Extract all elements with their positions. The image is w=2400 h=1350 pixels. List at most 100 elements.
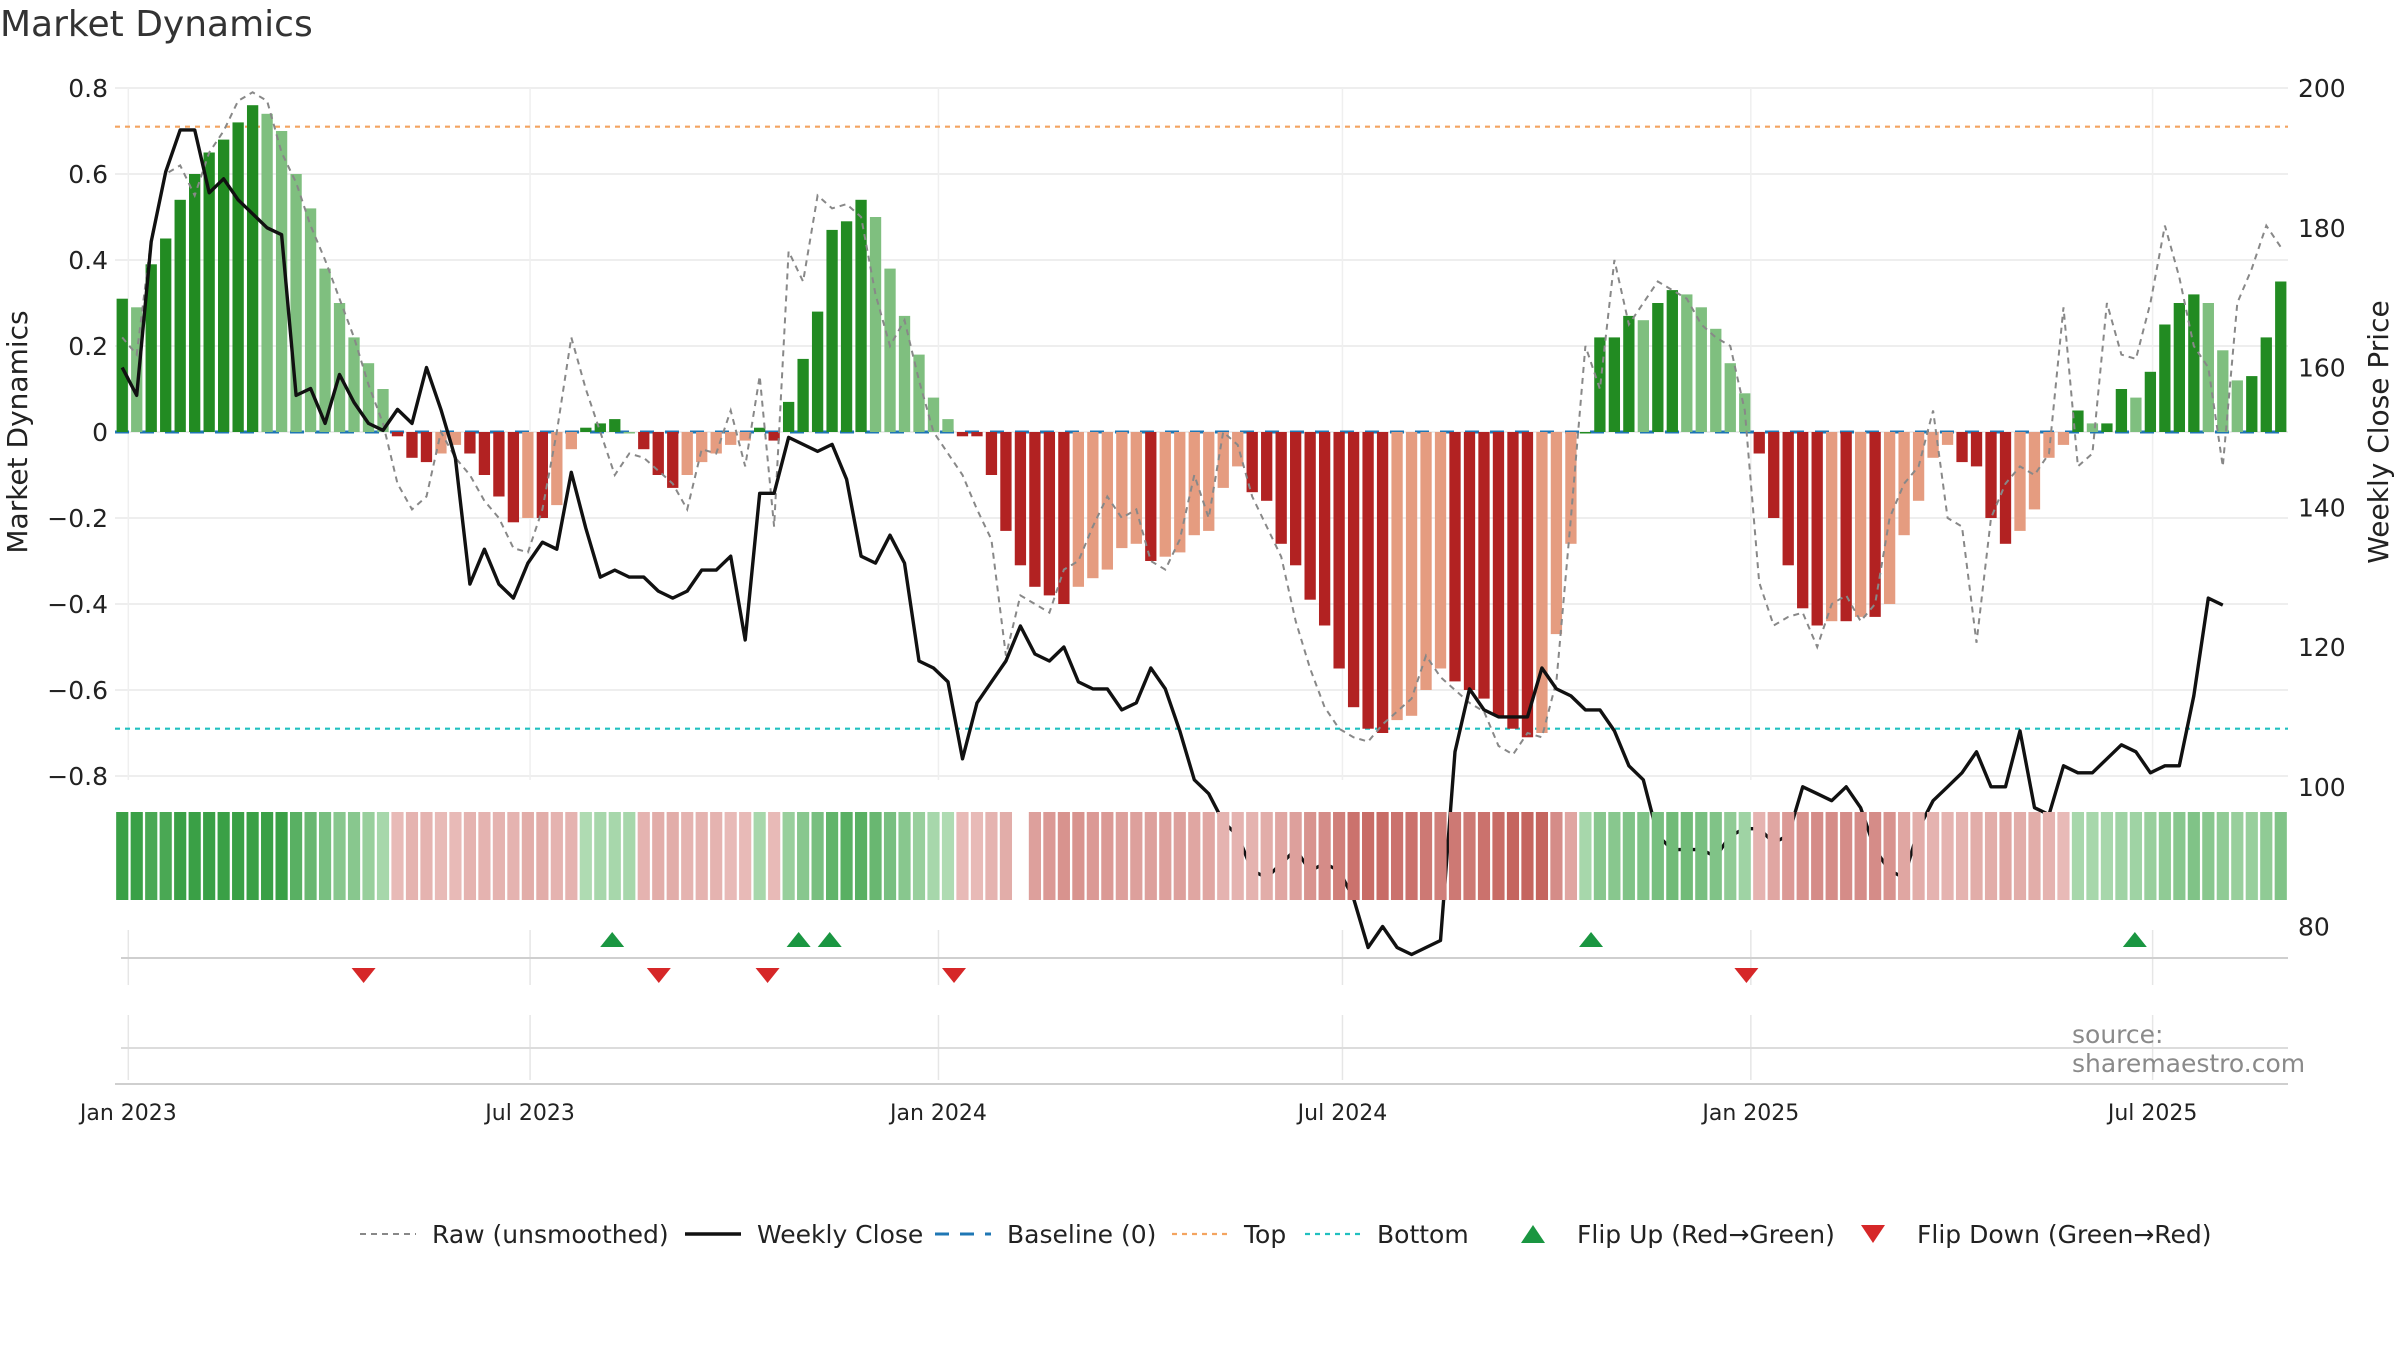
- bar: [1811, 432, 1823, 626]
- strip-cell: [811, 812, 824, 900]
- bar: [145, 264, 157, 432]
- strip-cell: [565, 812, 578, 900]
- bar: [218, 139, 230, 432]
- strip-cell: [1825, 812, 1838, 900]
- bar: [580, 427, 592, 432]
- strip-cell: [1434, 812, 1447, 900]
- strip-cell: [145, 812, 158, 900]
- bar: [754, 427, 766, 432]
- bar: [1275, 432, 1287, 544]
- bar: [1087, 432, 1099, 579]
- x-tick-label: Jan 2024: [888, 1101, 987, 1126]
- bar: [2115, 389, 2128, 432]
- bar: [333, 303, 346, 432]
- strip-cell: [1912, 812, 1925, 900]
- x-tick-label: Jul 2023: [483, 1101, 575, 1126]
- strip-cell: [449, 812, 462, 900]
- strip-cell: [739, 812, 752, 900]
- strip-cell: [1101, 812, 1114, 900]
- strip-cell: [1955, 812, 1969, 900]
- strip-cell: [594, 812, 607, 900]
- bar: [2188, 294, 2200, 432]
- legend-label: Baseline (0): [1007, 1220, 1156, 1249]
- strip-cell: [1608, 812, 1621, 900]
- bar: [1970, 432, 1983, 467]
- strip-cell: [434, 812, 448, 900]
- strip-cell: [1811, 812, 1824, 900]
- bar: [797, 358, 809, 432]
- bar: [377, 389, 389, 432]
- strip-cell: [2071, 812, 2085, 900]
- strip-cell: [695, 812, 708, 900]
- reference-lines: [115, 125, 2288, 730]
- strip-cell: [753, 812, 766, 900]
- strip-cell: [2231, 812, 2244, 900]
- strip-cell: [1984, 812, 1998, 900]
- strip-cell: [217, 812, 230, 900]
- bar: [1753, 432, 1765, 454]
- source-note: source: sharemaestro.com: [2072, 1020, 2306, 1078]
- strip-cell: [2042, 812, 2056, 900]
- x-tick-label: Jan 2023: [78, 1101, 177, 1126]
- y-tick-label-right: 180: [2298, 214, 2346, 243]
- bar: [1869, 432, 1881, 617]
- y-tick-label-left: −0.6: [47, 676, 108, 705]
- bar: [1579, 432, 1592, 434]
- bar: [1159, 432, 1171, 557]
- strip-cell: [1463, 812, 1476, 900]
- bar: [507, 432, 520, 523]
- bar: [1782, 432, 1794, 566]
- bar: [1101, 432, 1113, 570]
- flip-up-marker: [817, 932, 842, 947]
- strip-cell: [768, 812, 781, 900]
- bar: [116, 298, 128, 432]
- bar: [1203, 432, 1215, 531]
- bar: [1565, 432, 1577, 544]
- strip-cell: [941, 812, 955, 900]
- legend-label: Bottom: [1377, 1220, 1469, 1249]
- strip-cell: [188, 812, 201, 900]
- bar: [609, 419, 621, 432]
- strip-cell: [912, 812, 926, 900]
- axes-layer: 0.8 0.6 0.4 0.2 0 −0.2 −0.4 −0.6 −0.8 200 180 160 14…: [1, 74, 2395, 1126]
- strip-cell: [2129, 812, 2142, 900]
- strip-cell: [1695, 812, 1708, 900]
- bar: [1826, 432, 1838, 622]
- strip-cell: [1347, 812, 1360, 900]
- strip-cell: [521, 812, 534, 900]
- strip-cell: [2187, 812, 2200, 900]
- strip-cell: [1898, 812, 1911, 900]
- strip-cell: [304, 812, 317, 900]
- flip-down-marker: [646, 968, 671, 983]
- strip-cell: [1767, 812, 1780, 900]
- strip-cell: [2144, 812, 2157, 900]
- bar: [782, 401, 795, 432]
- bar: [1261, 432, 1273, 501]
- strip-cell: [347, 812, 361, 900]
- strip-cell: [420, 812, 433, 900]
- strip-cell: [1724, 812, 1737, 900]
- strip-cell: [999, 812, 1013, 900]
- bar: [1405, 432, 1418, 716]
- bar: [1724, 363, 1736, 432]
- bar: [449, 432, 462, 445]
- bar: [667, 432, 679, 488]
- bar: [478, 432, 491, 475]
- bar: [1043, 432, 1056, 596]
- bar: [1797, 432, 1809, 609]
- flip-down-marker: [755, 968, 780, 983]
- bar: [1666, 290, 1678, 432]
- bar: [2086, 423, 2099, 432]
- bar: [1898, 432, 1910, 536]
- bar: [1695, 307, 1707, 432]
- strip-cell: [2260, 812, 2273, 900]
- legend-label: Top: [1243, 1220, 1286, 1249]
- strip-cell: [2173, 812, 2186, 900]
- strip-cell: [1086, 812, 1099, 900]
- strip-cell: [985, 812, 998, 900]
- bar: [2072, 410, 2084, 432]
- strip-cell: [1709, 812, 1722, 900]
- strip-cell: [1144, 812, 1157, 900]
- bar: [1130, 432, 1142, 544]
- strip-cell: [2115, 812, 2128, 900]
